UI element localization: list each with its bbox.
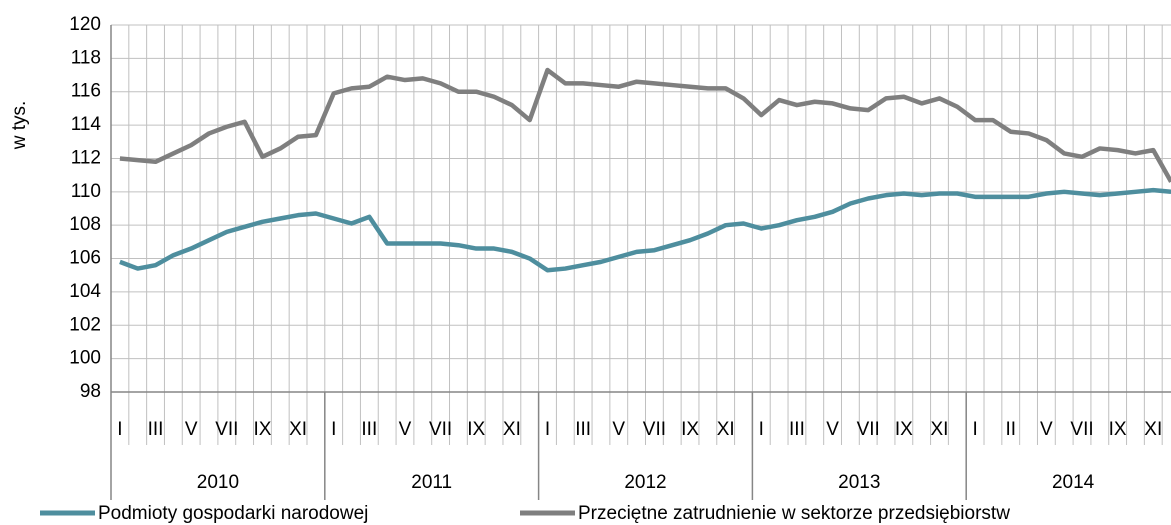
x-tick-label: XI <box>503 419 521 440</box>
y-tick-label: 120 <box>69 14 101 35</box>
x-tick-label: IX <box>467 419 485 440</box>
x-tick-label: III <box>789 419 805 440</box>
y-tick-label: 108 <box>69 214 101 235</box>
x-tick-label: XI <box>289 419 307 440</box>
year-label: 2013 <box>838 472 880 493</box>
y-tick-label: 110 <box>71 181 101 202</box>
legend-label: Podmioty gospodarki narodowej <box>98 503 368 524</box>
x-tick-label: III <box>148 419 164 440</box>
year-label: 2010 <box>197 472 239 493</box>
x-tick-label: XI <box>1144 419 1162 440</box>
y-tick-label: 100 <box>69 348 101 369</box>
year-label: 2014 <box>1052 472 1095 493</box>
x-tick-label: XI <box>717 419 735 440</box>
x-tick-label: VII <box>1070 419 1093 440</box>
x-tick-label: I <box>972 419 977 440</box>
x-tick-label: I <box>759 419 764 440</box>
x-tick-label: IX <box>681 419 699 440</box>
x-tick-label: I <box>545 419 550 440</box>
x-tick-label: III <box>361 419 377 440</box>
x-tick-label: IX <box>895 419 913 440</box>
legend-label: Przeciętne zatrudnienie w sektorze przed… <box>578 503 1010 524</box>
y-tick-label: 114 <box>71 114 102 135</box>
x-tick-label: VII <box>643 419 666 440</box>
x-tick-label: I <box>117 419 122 440</box>
x-tick-label: III <box>575 419 591 440</box>
y-axis-label: w tys. <box>9 101 30 151</box>
y-tick-label: 98 <box>80 381 101 402</box>
y-tick-label: 102 <box>69 314 101 335</box>
series-line <box>119 187 1171 273</box>
x-tick-label: VII <box>215 419 238 440</box>
y-tick-label: 118 <box>71 47 101 68</box>
series-line <box>119 67 1171 183</box>
y-tick-label: 106 <box>69 248 101 269</box>
x-tick-label: V <box>612 419 625 440</box>
x-tick-label: V <box>1040 419 1053 440</box>
x-tick-label: V <box>399 419 412 440</box>
x-tick-label: XI <box>930 419 948 440</box>
x-tick-label: V <box>826 419 839 440</box>
y-tick-label: 104 <box>69 281 101 302</box>
x-tick-label: I <box>331 419 336 440</box>
x-tick-label: II <box>1005 419 1016 440</box>
y-tick-label: 116 <box>71 81 101 102</box>
year-label: 2012 <box>624 472 666 493</box>
y-tick-label: 112 <box>71 147 101 168</box>
x-tick-label: VII <box>429 419 452 440</box>
x-tick-label: VII <box>857 419 880 440</box>
year-label: 2011 <box>411 472 452 493</box>
x-tick-label: V <box>185 419 198 440</box>
x-tick-label: IX <box>1109 419 1127 440</box>
x-tick-label: IX <box>253 419 271 440</box>
